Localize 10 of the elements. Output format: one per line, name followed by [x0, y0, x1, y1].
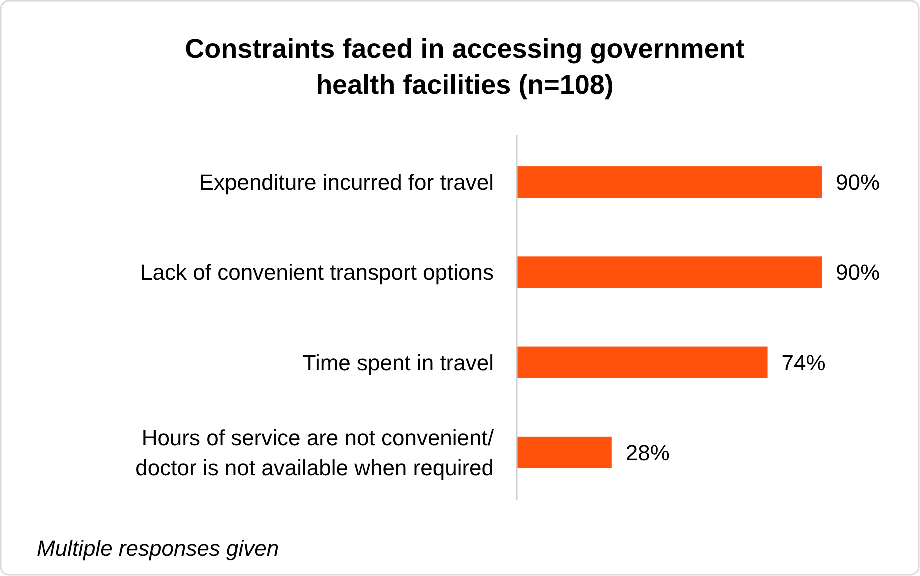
y-tick-label: Expenditure incurred for travel: [199, 170, 494, 196]
data-label: 74%: [782, 350, 826, 376]
data-label: 90%: [836, 260, 880, 286]
y-tick-label: Lack of convenient transport options: [140, 260, 494, 286]
chart-title: Constraints faced in accessing government health facilities (n=108): [185, 34, 745, 100]
data-label: 90%: [836, 170, 880, 196]
y-tick-label: Hours of service are not convenient/ doctor is not available when required: [136, 425, 495, 480]
text: Multiple responses given: [37, 536, 280, 561]
data-label: 28%: [626, 440, 670, 466]
y-tick-label: Time spent in travel: [302, 350, 494, 376]
